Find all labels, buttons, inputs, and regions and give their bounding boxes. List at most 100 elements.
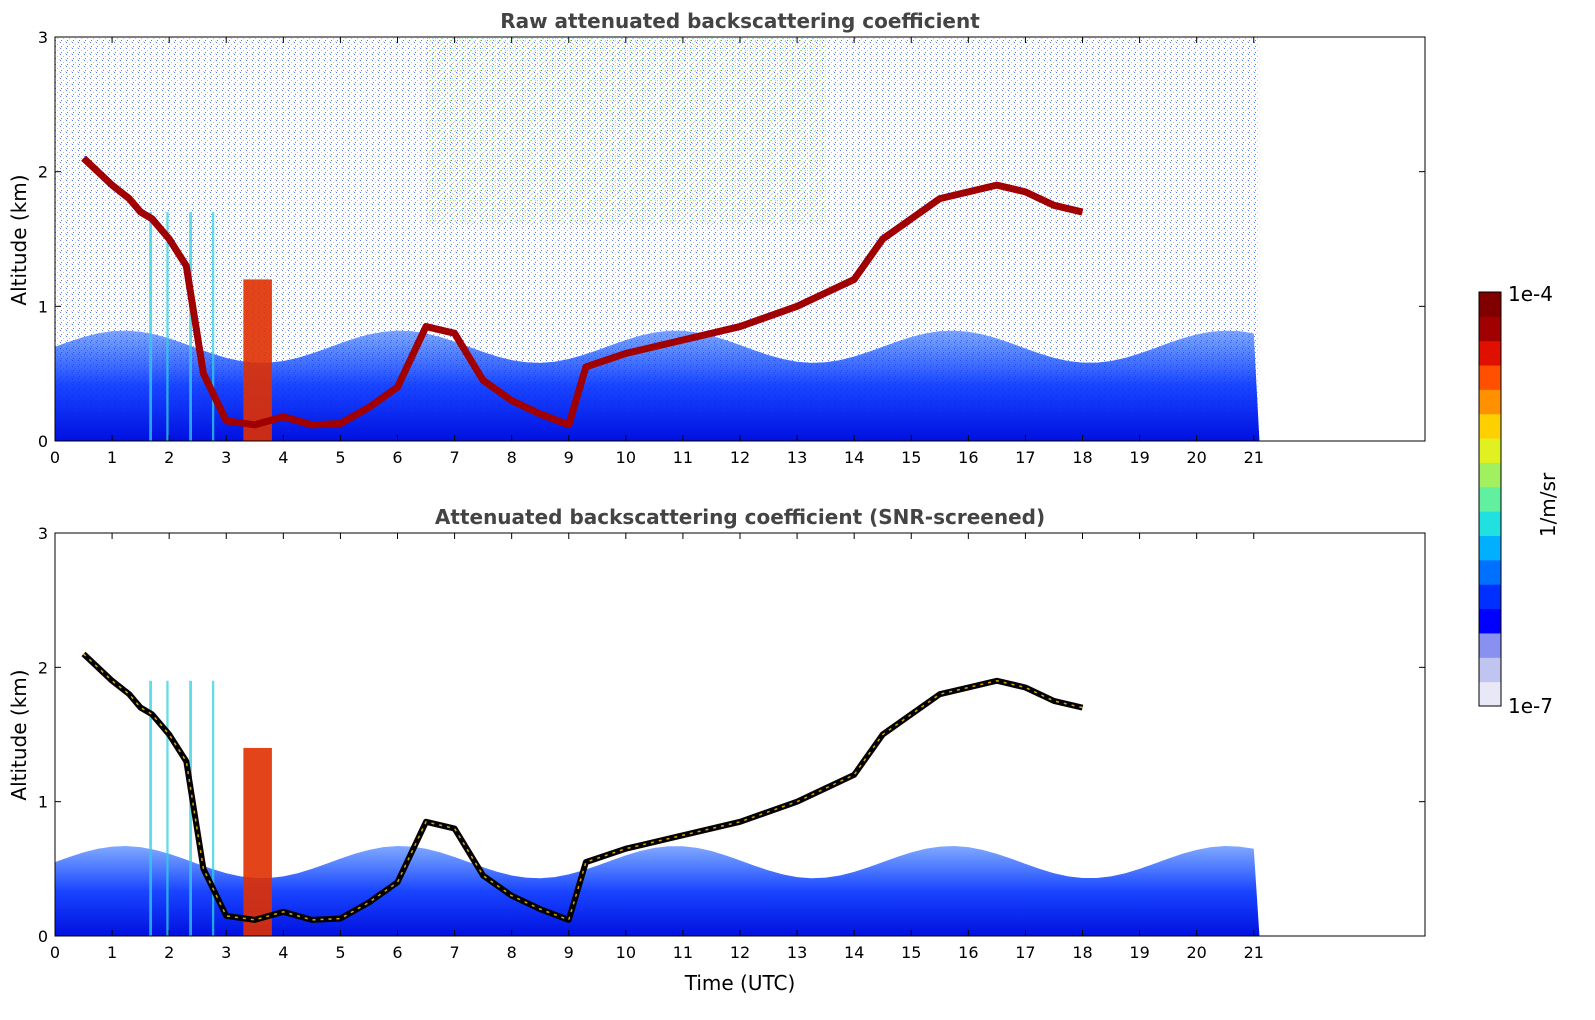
colorbar-step (1479, 681, 1501, 707)
y-tick-label: 2 (38, 658, 48, 677)
x-tick-label: 15 (901, 943, 921, 962)
x-tick-label: 20 (1186, 943, 1206, 962)
panel2-heatmap (55, 651, 1260, 936)
x-tick-label: 8 (507, 943, 517, 962)
x-tick-label: 1 (107, 943, 117, 962)
cloud-layer-edge (83, 653, 1083, 921)
colorbar-step (1479, 535, 1501, 561)
x-tick-label: 12 (730, 448, 750, 467)
x-tick-label: 6 (392, 448, 402, 467)
dense-layer (243, 747, 272, 936)
x-tick-label: 1 (107, 448, 117, 467)
colorbar-step (1479, 608, 1501, 634)
x-tick-label: 10 (616, 448, 636, 467)
y-tick-label: 3 (38, 28, 48, 47)
colorbar-step (1479, 486, 1501, 512)
x-tick-label: 7 (449, 448, 459, 467)
colorbar-step (1479, 389, 1501, 415)
x-tick-label: 19 (1129, 448, 1149, 467)
x-tick-label: 14 (844, 448, 864, 467)
x-tick-label: 3 (221, 448, 231, 467)
boundary-layer (55, 846, 1260, 936)
aerosol-streak (149, 680, 153, 936)
x-tick-label: 11 (673, 448, 693, 467)
noise-upper-band (426, 37, 826, 226)
x-tick-label: 13 (787, 448, 807, 467)
x-tick-label: 21 (1244, 448, 1264, 467)
colorbar-frame (1478, 291, 1502, 707)
colorbar-step (1479, 511, 1501, 537)
x-tick-label: 20 (1186, 448, 1206, 467)
aerosol-streak (211, 212, 215, 441)
panel2-y-ticks: 0 1 2 3 (38, 524, 1425, 946)
x-tick-label: 9 (564, 943, 574, 962)
x-tick-label: 5 (335, 943, 345, 962)
panel2-xlabel: Time (UTC) (684, 971, 796, 995)
colorbar-step (1479, 340, 1501, 366)
x-tick-label: 19 (1129, 943, 1149, 962)
x-tick-label: 4 (278, 448, 288, 467)
x-tick-label: 16 (958, 943, 978, 962)
dense-layer (243, 279, 272, 441)
x-tick-label: 11 (673, 943, 693, 962)
x-tick-label: 8 (507, 448, 517, 467)
aerosol-streak (166, 680, 169, 936)
panel2-title: Attenuated backscattering coefficient (S… (435, 505, 1045, 529)
x-tick-label: 5 (335, 448, 345, 467)
colorbar-min-label: 1e-7 (1508, 694, 1553, 718)
colorbar-step (1479, 559, 1501, 585)
colorbar-step (1479, 632, 1501, 658)
x-tick-label: 12 (730, 943, 750, 962)
colorbar-step (1479, 292, 1501, 317)
y-tick-label: 0 (38, 927, 48, 946)
colorbar-step (1479, 584, 1501, 610)
x-tick-label: 15 (901, 448, 921, 467)
x-tick-label: 18 (1072, 448, 1092, 467)
x-tick-label: 7 (449, 943, 459, 962)
colorbar-unit-label: 1/m/sr (1536, 472, 1560, 537)
panel2-ylabel: Altitude (km) (7, 669, 31, 800)
y-tick-label: 1 (38, 297, 48, 316)
panel2-x-ticks: 0 1 2 3 4 5 6 7 8 9 10 11 12 13 14 15 16 17 18 19 20 21 (50, 533, 1264, 962)
x-tick-label: 16 (958, 448, 978, 467)
y-tick-label: 1 (38, 793, 48, 812)
x-tick-label: 0 (50, 448, 60, 467)
colorbar-step (1479, 462, 1501, 488)
aerosol-streak (211, 680, 215, 936)
x-tick-label: 4 (278, 943, 288, 962)
x-tick-label: 9 (564, 448, 574, 467)
x-tick-label: 6 (392, 943, 402, 962)
x-tick-label: 13 (787, 943, 807, 962)
x-tick-label: 14 (844, 943, 864, 962)
x-tick-label: 21 (1244, 943, 1264, 962)
colorbar-step (1479, 413, 1501, 439)
colorbar (1478, 291, 1502, 707)
y-tick-label: 2 (38, 163, 48, 182)
x-tick-label: 10 (616, 943, 636, 962)
aerosol-streak (149, 212, 153, 441)
x-tick-label: 2 (164, 448, 174, 467)
y-tick-label: 3 (38, 524, 48, 543)
cloud-layer (81, 155, 1084, 429)
panel1-heatmap (55, 37, 1260, 441)
panel1-ylabel: Altitude (km) (7, 174, 31, 305)
x-tick-label: 17 (1015, 943, 1035, 962)
aerosol-streak (189, 212, 192, 441)
panel1-y-ticks: 0 1 2 3 (38, 28, 1425, 451)
colorbar-step (1479, 657, 1501, 683)
aerosol-streak (166, 212, 169, 441)
colorbar-step (1479, 365, 1501, 390)
colorbar-max-label: 1e-4 (1508, 282, 1553, 306)
x-tick-label: 17 (1015, 448, 1035, 467)
x-tick-label: 3 (221, 943, 231, 962)
x-tick-label: 0 (50, 943, 60, 962)
y-tick-label: 0 (38, 432, 48, 451)
panel1-title: Raw attenuated backscattering coefficien… (500, 9, 980, 33)
x-tick-label: 2 (164, 943, 174, 962)
x-tick-label: 18 (1072, 943, 1092, 962)
colorbar-step (1479, 438, 1501, 463)
colorbar-step (1479, 316, 1501, 342)
aerosol-streak (189, 680, 192, 936)
panel1-x-ticks: 0 1 2 3 4 5 6 7 8 9 10 11 12 13 14 15 16 17 18 19 20 21 (50, 37, 1264, 467)
